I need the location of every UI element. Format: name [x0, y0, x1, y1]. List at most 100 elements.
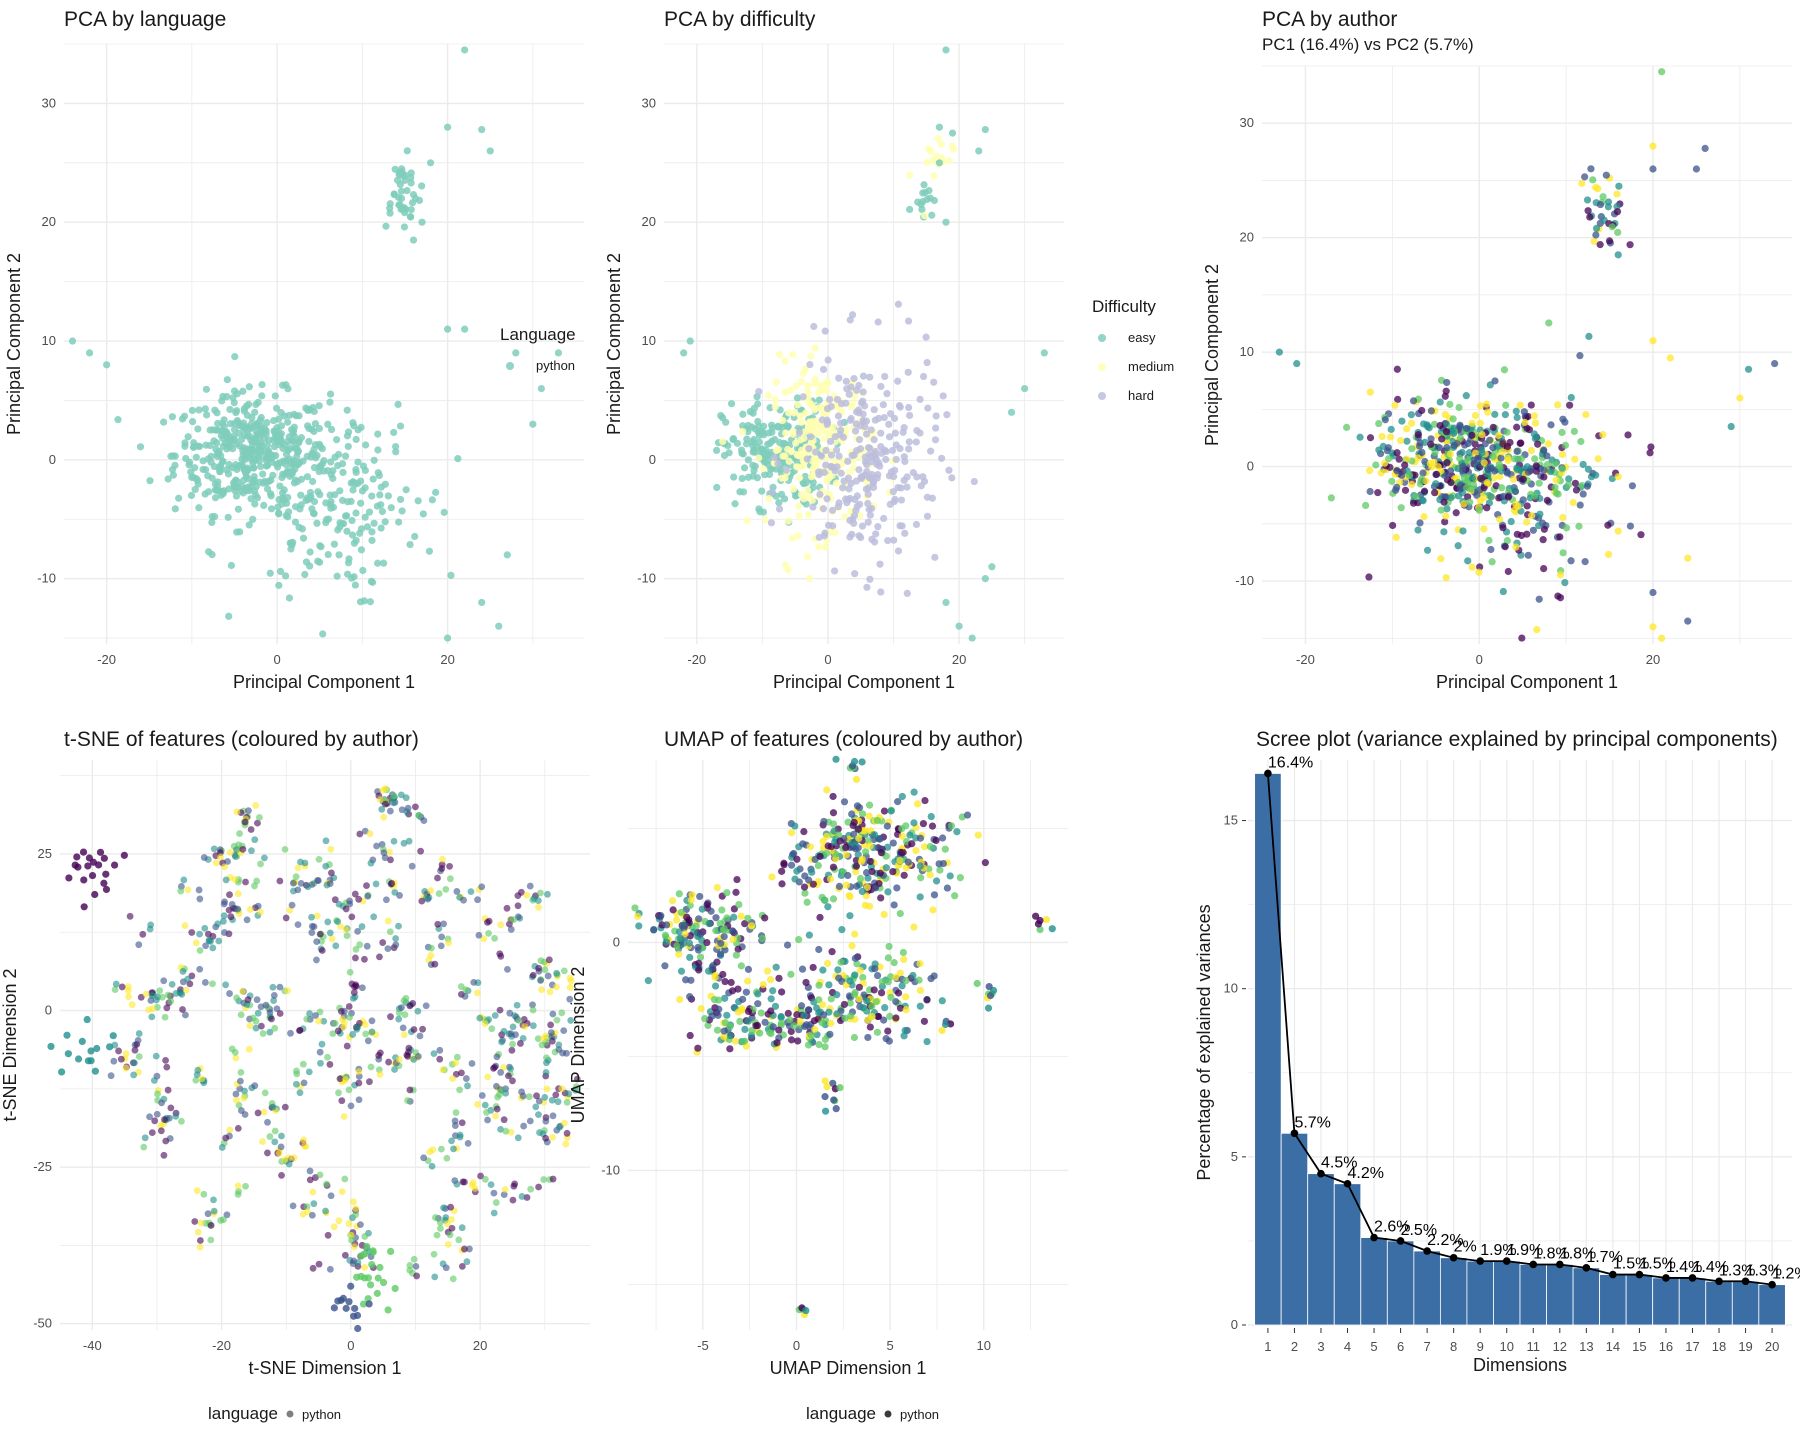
data-point: [1442, 420, 1451, 428]
bar-value-label: 4.5%: [1321, 1155, 1357, 1172]
data-point: [519, 1092, 527, 1100]
data-point: [316, 491, 324, 499]
variance-point: [1582, 1264, 1591, 1272]
data-point: [765, 494, 773, 503]
x-axis-label: Principal Component 1: [233, 672, 415, 692]
data-point: [509, 1196, 517, 1204]
data-point: [365, 508, 374, 516]
data-point: [137, 993, 145, 1001]
data-point: [1736, 394, 1744, 402]
data-point: [201, 405, 209, 413]
data-point: [319, 630, 327, 638]
data-point: [1398, 417, 1406, 425]
data-point: [197, 1219, 205, 1227]
data-point: [928, 494, 936, 502]
data-point: [668, 897, 677, 905]
data-point: [444, 1241, 452, 1248]
data-point: [187, 491, 196, 500]
data-point: [100, 879, 108, 887]
data-point: [894, 377, 902, 385]
data-point: [697, 1004, 705, 1013]
data-point: [886, 410, 895, 418]
data-point: [807, 1031, 815, 1039]
data-point: [152, 1052, 160, 1060]
data-point: [266, 1133, 274, 1140]
data-point: [828, 948, 836, 956]
data-point: [928, 211, 936, 219]
data-point: [1571, 455, 1579, 463]
data-point: [278, 474, 286, 482]
data-point: [508, 1046, 516, 1054]
data-point: [438, 1145, 445, 1153]
data-point: [275, 581, 283, 589]
data-point: [226, 1126, 234, 1134]
data-point: [412, 1262, 420, 1270]
data-point: [844, 871, 852, 880]
data-point: [716, 920, 724, 928]
data-point: [290, 410, 298, 418]
data-point: [846, 533, 854, 541]
data-point: [257, 1022, 265, 1030]
data-point: [400, 1031, 408, 1039]
data-point: [320, 1017, 328, 1025]
data-point: [884, 536, 892, 545]
data-point: [259, 479, 268, 487]
data-point: [558, 1085, 566, 1093]
data-point: [1576, 352, 1584, 360]
data-point: [729, 435, 738, 443]
data-point: [188, 418, 197, 426]
variance-point: [1449, 1253, 1458, 1262]
data-point: [222, 428, 231, 436]
data-point: [947, 822, 956, 830]
data-point: [230, 426, 239, 434]
data-point: [1567, 557, 1575, 565]
data-point: [343, 432, 352, 440]
x-tick-label: 3: [1317, 1339, 1324, 1354]
data-point: [1509, 475, 1518, 483]
data-point: [343, 932, 351, 940]
data-point: [886, 500, 894, 508]
data-point: [705, 920, 713, 928]
data-point: [384, 917, 392, 925]
data-point: [315, 1260, 323, 1268]
data-point: [360, 1250, 368, 1258]
data-point: [853, 882, 861, 890]
data-point: [686, 337, 694, 345]
data-point: [231, 1048, 239, 1056]
data-point: [900, 476, 908, 484]
data-point: [1519, 496, 1527, 504]
variance-point: [1529, 1260, 1538, 1269]
data-point: [774, 446, 782, 454]
bar-value-label: 1.8%: [1533, 1245, 1569, 1262]
data-point: [945, 157, 953, 165]
data-point: [1462, 424, 1471, 433]
data-point: [334, 450, 343, 459]
x-tick-label: 5: [1370, 1339, 1377, 1354]
data-point: [787, 861, 796, 869]
data-point: [1504, 493, 1512, 501]
data-point: [221, 929, 228, 936]
variance-point: [1317, 1169, 1325, 1178]
data-point: [335, 1089, 342, 1097]
data-point: [493, 1105, 501, 1113]
data-point: [1558, 450, 1567, 459]
data-point: [757, 1009, 765, 1017]
data-point: [218, 397, 226, 405]
data-point: [1604, 198, 1613, 206]
data-point: [793, 867, 801, 875]
data-point: [1440, 498, 1448, 506]
panel-title: PCA by author: [1262, 8, 1397, 31]
data-point: [778, 867, 786, 875]
data-point: [868, 1012, 876, 1021]
data-point: [1478, 430, 1486, 439]
data-point: [920, 1017, 929, 1025]
data-point: [135, 941, 143, 949]
data-point: [146, 477, 154, 485]
data-point: [444, 634, 452, 642]
data-point: [1547, 467, 1555, 476]
data-point: [921, 188, 929, 197]
data-point: [406, 1086, 414, 1094]
data-point: [1513, 464, 1521, 472]
data-point: [198, 1075, 206, 1083]
